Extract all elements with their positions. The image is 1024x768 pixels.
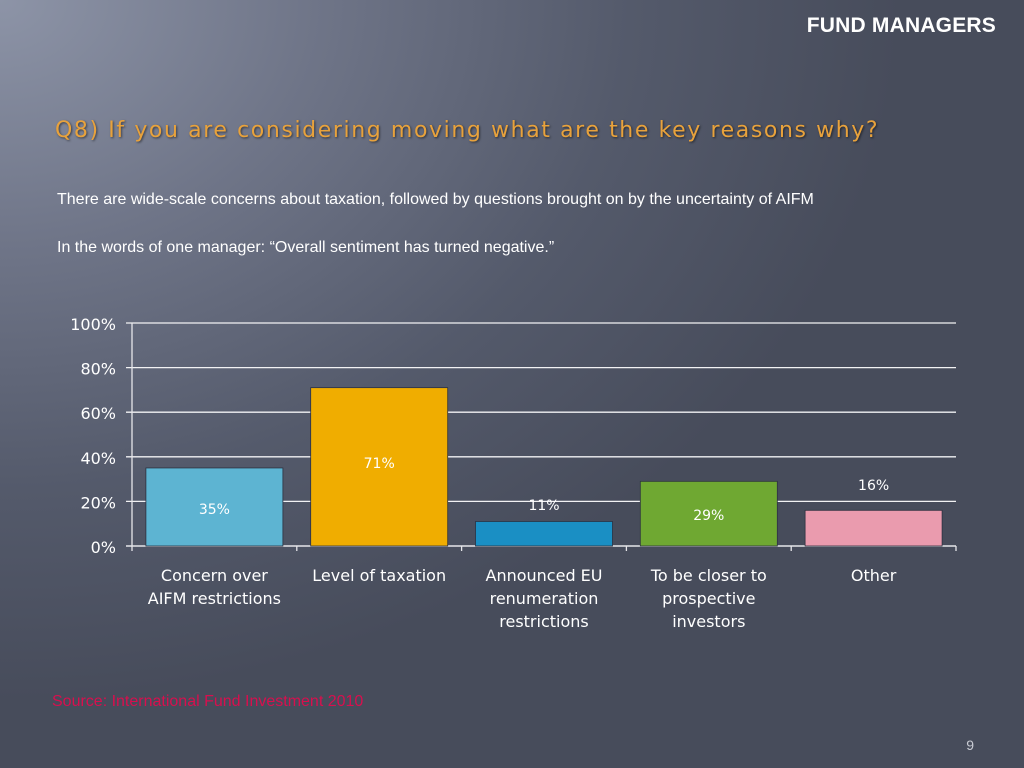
section-label: FUND MANAGERS <box>806 14 996 37</box>
summary-paragraph: There are wide-scale concerns about taxa… <box>57 191 814 208</box>
bar <box>145 467 284 547</box>
y-tick-label: 60% <box>80 404 116 423</box>
data-label: 35% <box>199 502 230 518</box>
bar <box>310 387 449 547</box>
y-tick-label: 100% <box>70 315 116 334</box>
x-category-label: Concern over <box>161 566 268 585</box>
data-labels: 35% 71% 11% 29% 16% <box>199 456 889 524</box>
x-category-label: Announced EU <box>486 566 603 585</box>
quote-paragraph: In the words of one manager: “Overall se… <box>57 239 555 256</box>
y-tick-label: 80% <box>80 360 116 379</box>
source-note: Source: International Fund Investment 20… <box>52 693 364 710</box>
y-tick-label: 0% <box>91 538 116 557</box>
y-tick-label: 20% <box>80 493 116 512</box>
slide-title: Q8) If you are considering moving what a… <box>55 118 880 143</box>
x-axis-labels: Concern over AIFM restrictions Level of ta… <box>148 566 897 631</box>
x-category-label: To be closer to <box>650 566 767 585</box>
x-category-label: Other <box>851 566 897 585</box>
bar <box>475 521 613 547</box>
data-label: 71% <box>364 456 395 472</box>
bar <box>639 480 778 547</box>
data-label: 29% <box>693 508 724 524</box>
x-category-label: renumeration <box>490 589 599 608</box>
data-label: 11% <box>528 498 559 514</box>
x-category-label: prospective <box>662 589 755 608</box>
bars <box>145 387 943 547</box>
y-axis: 0% 20% 40% 60% 80% 100% <box>70 315 957 557</box>
x-category-label: Level of taxation <box>312 566 446 585</box>
x-category-label: investors <box>672 612 745 631</box>
x-category-label: AIFM restrictions <box>148 589 281 608</box>
page-number: 9 <box>966 737 974 753</box>
y-tick-label: 40% <box>80 449 116 468</box>
x-category-label: restrictions <box>499 612 588 631</box>
data-label: 16% <box>858 478 889 494</box>
bar <box>804 509 943 547</box>
